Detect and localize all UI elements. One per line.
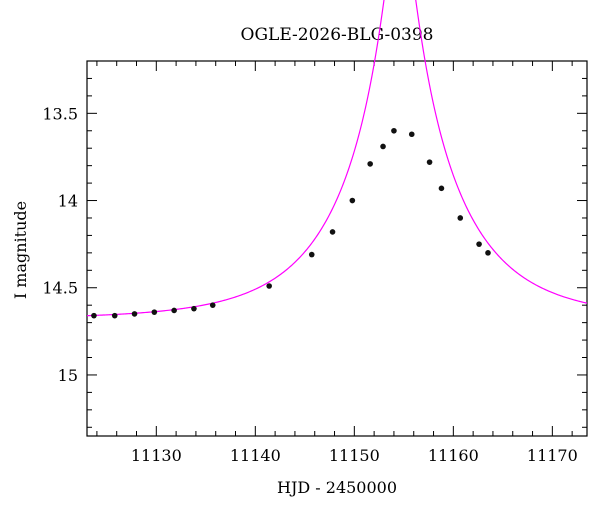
x-tick-label: 11160 <box>428 446 479 465</box>
x-axis-label: HJD - 2450000 <box>277 478 397 497</box>
x-tick-label: 11170 <box>527 446 578 465</box>
data-point <box>209 302 216 308</box>
data-point <box>457 215 464 221</box>
data-point <box>380 143 386 150</box>
y-tick-label: 14.5 <box>42 279 78 298</box>
plot-frame <box>86 60 588 437</box>
x-tick-label: 11140 <box>230 446 281 465</box>
data-point <box>266 283 272 289</box>
data-point <box>111 312 118 319</box>
chart-title: OGLE-2026-BLG-0398 <box>241 25 434 45</box>
data-point <box>191 305 197 312</box>
data-point <box>426 159 433 165</box>
data-point <box>391 127 397 134</box>
y-axis-label: I magnitude <box>11 201 30 299</box>
model-curve <box>86 0 588 317</box>
x-tick-label: 11150 <box>329 446 380 465</box>
y-tick-label: 14 <box>58 192 78 211</box>
data-point <box>485 250 491 256</box>
data-point <box>349 197 356 204</box>
data-point <box>438 185 445 192</box>
data-point <box>151 309 158 315</box>
data-point <box>476 241 482 247</box>
data-point <box>91 312 97 319</box>
y-tick-label: 15 <box>58 366 78 385</box>
data-point <box>171 307 177 314</box>
plot-area: 11130 11140 11150 11160 11170 13.5 14 14.5 15 <box>42 0 588 465</box>
y-tick-label: 13.5 <box>42 104 78 123</box>
data-point <box>408 131 415 138</box>
data-point <box>367 161 373 167</box>
x-tick-label: 11130 <box>131 446 182 465</box>
data-point <box>131 311 138 317</box>
data-point <box>308 251 315 258</box>
data-point <box>329 229 336 235</box>
